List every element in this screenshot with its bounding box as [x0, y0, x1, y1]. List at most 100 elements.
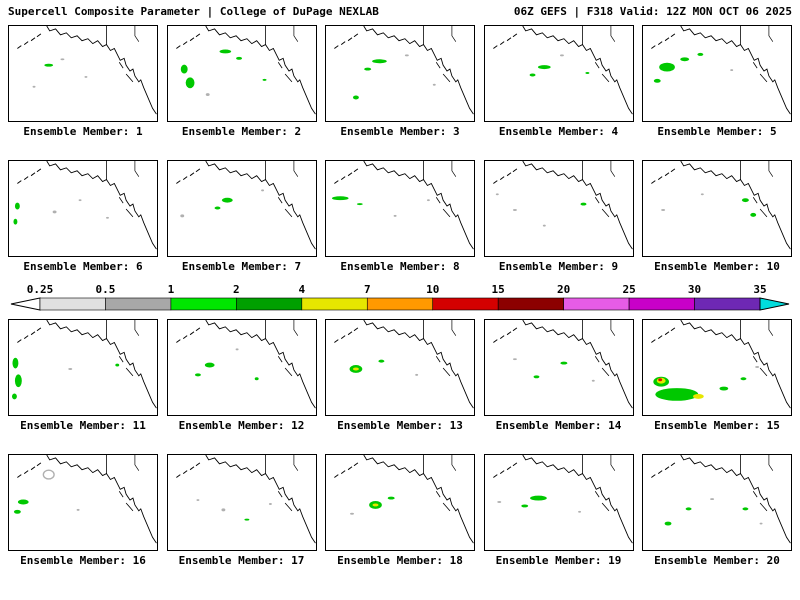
ensemble-panel-7: Ensemble Member: 7 [166, 160, 317, 273]
colorbar-segment [563, 297, 630, 311]
ensemble-member-label: Ensemble Member: 18 [337, 554, 463, 567]
scp-blob [393, 214, 397, 217]
ensemble-panel-15: Ensemble Member: 15 [642, 319, 792, 432]
scp-blob [84, 75, 88, 78]
colorbar-segment [170, 297, 237, 311]
ensemble-map-1 [8, 25, 158, 122]
colorbar-tick-label: 0.5 [95, 283, 116, 296]
ensemble-panel-13: Ensemble Member: 13 [325, 319, 475, 432]
border-line-2 [610, 161, 615, 177]
colorbar-tick-label: 25 [622, 283, 636, 296]
scp-blob [584, 72, 589, 74]
colorbar-segment [105, 297, 172, 311]
ensemble-member-label: Ensemble Member: 9 [498, 260, 619, 273]
aleutian-islands [334, 33, 359, 49]
scp-blob [220, 508, 225, 512]
scp-blob [426, 199, 430, 202]
colorbar-tick-label: 4 [298, 283, 306, 296]
scp-blob [268, 502, 272, 505]
coastline [680, 455, 791, 544]
scp-blob [179, 214, 184, 218]
border-line-2 [134, 455, 140, 471]
scp-blob [659, 62, 675, 72]
ensemble-member-label: Ensemble Member: 5 [657, 125, 777, 138]
scp-blob [32, 85, 36, 88]
scp-blob [352, 95, 359, 100]
scp-blob [680, 57, 690, 62]
ensemble-panel-4: Ensemble Member: 4 [483, 25, 634, 138]
scp-blob [76, 508, 80, 511]
coastline [521, 161, 633, 250]
coastal-islands [752, 356, 768, 377]
scp-blob [730, 69, 734, 72]
scp-blob [559, 361, 567, 365]
scp-blob [12, 357, 19, 369]
scp-blob [205, 93, 210, 97]
colorbar-tick-label: 15 [491, 283, 505, 296]
aleutian-islands [492, 33, 517, 49]
coastal-islands [277, 356, 292, 377]
ensemble-map-19 [483, 454, 634, 551]
scp-blob [204, 362, 215, 368]
coastal-islands [594, 62, 609, 83]
scp-blob [661, 208, 666, 211]
coastline [46, 320, 157, 409]
scp-blob [106, 216, 109, 219]
scp-blob [577, 510, 581, 513]
colorbar-tick-labels: 0.25 0.5 1 2 4 7 10 15 20 25 30 35 [10, 283, 790, 297]
coastal-islands [435, 491, 451, 512]
colorbar: 0.25 0.5 1 2 4 7 10 15 20 25 30 35 [10, 283, 790, 313]
ensemble-member-label: Ensemble Member: 8 [340, 260, 460, 273]
ensemble-row-4: Ensemble Member: 16 Ensemble Member: 17 En… [0, 454, 800, 567]
coastline [680, 161, 791, 250]
scp-blob [533, 375, 539, 379]
scp-blob [372, 59, 387, 64]
scp-blob [697, 52, 704, 56]
ensemble-panel-1: Ensemble Member: 1 [8, 25, 158, 138]
aleutian-islands [651, 168, 676, 184]
ensemble-member-label: Ensemble Member: 12 [178, 419, 305, 432]
ensemble-map-4 [483, 25, 634, 122]
scp-blob [496, 501, 501, 503]
scp-blob [68, 367, 73, 370]
ensemble-map-16 [8, 454, 158, 551]
scp-blob [221, 197, 233, 203]
border-line-2 [610, 320, 615, 336]
scp-blob [719, 386, 729, 391]
scp-blob [11, 393, 17, 400]
ensemble-member-label: Ensemble Member: 20 [654, 554, 780, 567]
scp-blob [387, 496, 395, 500]
coastal-islands [752, 491, 768, 512]
scp-blob [14, 374, 22, 388]
scp-blob [52, 210, 57, 214]
aleutian-islands [492, 462, 517, 478]
scp-blob [60, 58, 65, 61]
coastal-islands [277, 62, 292, 83]
aleutian-islands [492, 327, 517, 343]
ensemble-member-label: Ensemble Member: 4 [498, 125, 619, 138]
border-line-2 [451, 455, 457, 471]
colorbar-tick-label: 35 [753, 283, 767, 296]
scp-blob [218, 49, 231, 54]
scp-blob [78, 199, 82, 202]
ensemble-panel-14: Ensemble Member: 14 [483, 319, 634, 432]
coastline [363, 320, 474, 409]
scp-blob [658, 378, 663, 382]
coastline [680, 26, 791, 115]
scp-blob [700, 193, 704, 196]
coastline [204, 320, 316, 409]
colorbar-segment [236, 297, 303, 311]
ensemble-map-10 [642, 160, 792, 257]
border-line-2 [768, 161, 774, 177]
scp-blob [685, 507, 692, 511]
colorbar-segment [628, 297, 695, 311]
scp-blob [655, 388, 699, 401]
coastline [363, 26, 474, 115]
aleutian-islands [651, 33, 676, 49]
aleutian-islands [334, 168, 359, 184]
ensemble-map-6 [8, 160, 158, 257]
scp-blob [415, 373, 419, 376]
scp-blob [13, 218, 18, 225]
border-line-2 [451, 26, 457, 42]
colorbar-tick-label: 20 [557, 283, 571, 296]
